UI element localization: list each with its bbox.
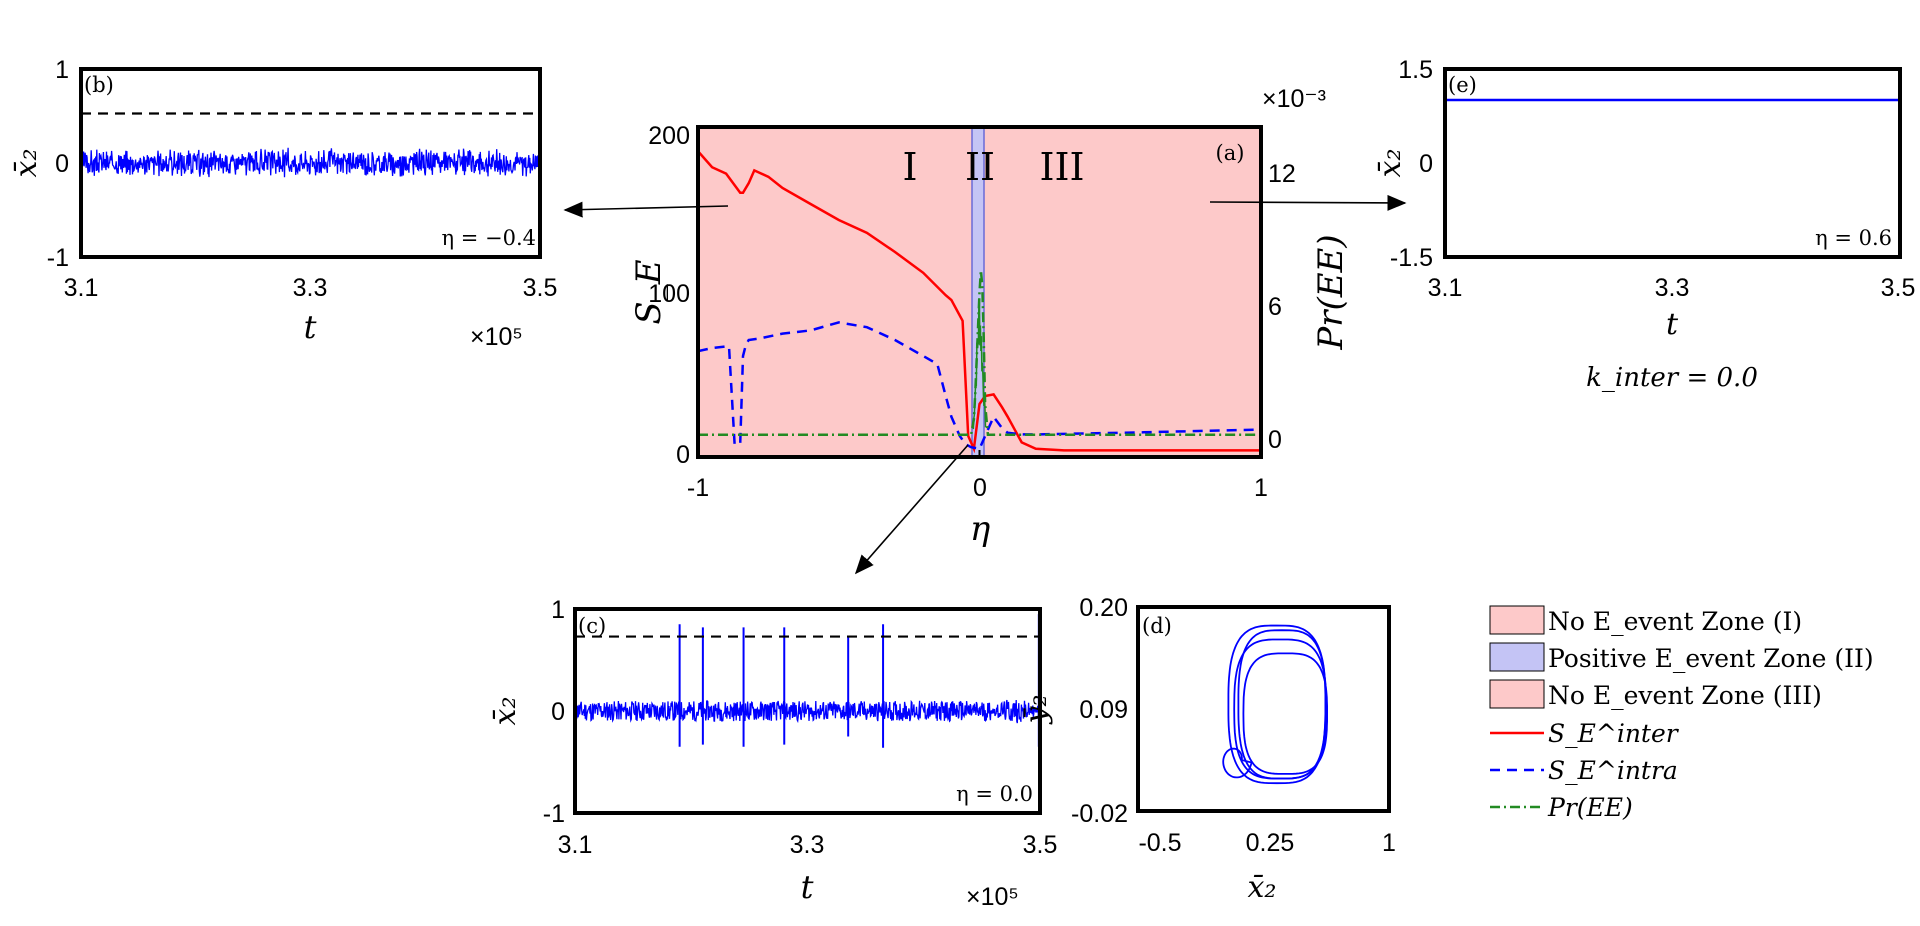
panel-d-orbit-3 [1237, 629, 1327, 780]
arrow-to-panel-e [1209, 194, 1407, 211]
panel-b-ytick-0: -1 [47, 244, 69, 272]
panel-e-ytick-0: -1.5 [1390, 244, 1433, 272]
panel-d-xtick-2: 1 [1382, 829, 1396, 857]
legend-label-inter: S_E^inter [1548, 719, 1680, 748]
panel-e-xtick-2: 3.5 [1881, 274, 1916, 302]
panel-c-eta: η = 0.0 [956, 782, 1033, 806]
arrow-to-panel-b [563, 201, 729, 218]
panel-e-caption: k_inter = 0.0 [1586, 363, 1758, 393]
panel-c-ytick-0: -1 [543, 800, 565, 828]
panel-c-label: (c) [578, 614, 606, 638]
zone-label-I: I [902, 145, 917, 189]
panel-b-ylabel: x̄₂ [9, 149, 44, 178]
legend-label-zone-III: No E_event Zone (III) [1548, 681, 1822, 710]
panel-e-ytick-2: 1.5 [1398, 56, 1433, 84]
panel-b: (b) η = −0.4 3.1 3.3 3.5 -1 0 1 t ×10⁵ x… [9, 56, 557, 351]
panel-d-orbit-2 [1242, 652, 1328, 775]
panel-d-ytick-1: 0.09 [1079, 696, 1128, 724]
panel-a: I II III (a) -1 0 1 0 100 200 0 6 12 ×10… [629, 85, 1351, 549]
panel-c-xtick-0: 3.1 [558, 831, 593, 859]
panel-a-ytick-right-2: 12 [1268, 160, 1296, 188]
panel-a-xtick-1: 0 [973, 474, 987, 502]
panel-d-xtick-1: 0.25 [1246, 829, 1295, 857]
panel-a-ylabel-right: Pr(EE) [1311, 234, 1351, 350]
panel-b-xtick-2: 3.5 [523, 274, 558, 302]
panel-e-ytick-1: 0 [1419, 150, 1433, 178]
panel-c-x-exponent: ×10⁵ [966, 883, 1019, 911]
panel-e-ylabel: x̄₂ [1373, 149, 1408, 178]
series-s-inter-line [698, 150, 1261, 454]
panel-e-axes-box [1443, 67, 1902, 259]
panel-b-x-exponent: ×10⁵ [470, 323, 523, 351]
panel-c-ytick-1: 0 [551, 698, 565, 726]
panel-b-eta: η = −0.4 [441, 226, 536, 250]
panel-a-right-exponent: ×10⁻³ [1262, 85, 1326, 113]
panel-d-ytick-0: -0.02 [1071, 800, 1128, 828]
panel-d: (d) -0.5 0.25 1 -0.02 0.09 0.20 x̄₂ ȳ₂ [1019, 594, 1396, 905]
panel-a-ytick-left-1: 100 [648, 280, 690, 308]
series-s-intra-line [698, 321, 1261, 451]
panel-b-signal-line [81, 147, 540, 178]
legend-label-zone-I: No E_event Zone (I) [1548, 607, 1802, 636]
panel-c-axes-box [573, 607, 1042, 815]
panel-b-ytick-1: 0 [55, 150, 69, 178]
panel-e: (e) η = 0.6 3.1 3.3 3.5 -1.5 0 1.5 t x̄₂… [1373, 56, 1915, 393]
panel-d-ytick-2: 0.20 [1079, 594, 1128, 622]
panel-a-label: (a) [1216, 141, 1245, 165]
panel-b-xtick-0: 3.1 [64, 274, 99, 302]
arrow-to-panel-c [854, 444, 969, 575]
panel-a-ytick-left-0: 0 [676, 441, 690, 469]
panel-d-core-region [1222, 747, 1253, 779]
zone-II-region [972, 127, 984, 457]
panel-c-xtick-2: 3.5 [1023, 831, 1058, 859]
panel-a-xtick-0: -1 [687, 474, 709, 502]
panel-d-label: (d) [1142, 614, 1172, 638]
legend-label-pr: Pr(EE) [1547, 793, 1633, 822]
panel-c: (c) η = 0.0 3.1 3.3 3.5 -1 0 1 t ×10⁵ x̄… [488, 596, 1057, 911]
panel-c-signal-line [575, 699, 1040, 724]
panel-a-axes-box [696, 125, 1263, 459]
panel-d-orbit-1 [1233, 638, 1328, 780]
panel-a-ytick-right-1: 6 [1268, 293, 1282, 321]
panel-e-label: (e) [1448, 73, 1477, 97]
panel-b-xtick-1: 3.3 [293, 274, 328, 302]
panel-a-ylabel-left: S_E [629, 259, 669, 324]
panel-c-ytick-2: 1 [551, 596, 565, 624]
legend: No E_event Zone (I) Positive E_event Zon… [1489, 605, 1874, 822]
zone-label-III: III [1039, 145, 1084, 189]
panel-b-xlabel: t [304, 308, 317, 346]
panel-e-xtick-1: 3.3 [1655, 274, 1690, 302]
panel-a-xtick-2: 1 [1254, 474, 1268, 502]
panel-d-xtick-0: -0.5 [1138, 829, 1181, 857]
legend-swatch-zone-I [1489, 605, 1545, 635]
panel-a-ytick-right-0: 0 [1268, 426, 1282, 454]
zone-label-II: II [965, 145, 995, 189]
panel-c-ylabel: x̄₂ [488, 697, 523, 726]
legend-swatch-zone-III [1489, 679, 1545, 709]
panel-a-xlabel: η [970, 509, 991, 549]
legend-label-zone-II: Positive E_event Zone (II) [1548, 644, 1874, 673]
panel-c-xtick-1: 3.3 [790, 831, 825, 859]
legend-swatch-zone-II [1489, 642, 1545, 672]
panel-b-ytick-2: 1 [55, 56, 69, 84]
legend-label-intra: S_E^intra [1548, 756, 1678, 785]
panel-b-axes-box [79, 67, 542, 259]
panel-e-eta: η = 0.6 [1815, 226, 1892, 250]
panel-e-xlabel: t [1666, 307, 1679, 342]
panel-d-xlabel: x̄₂ [1248, 870, 1277, 905]
panel-a-ytick-left-2: 200 [648, 122, 690, 150]
pr-ee-spike-detail [972, 298, 987, 430]
panel-d-axes-box [1136, 605, 1391, 813]
panel-e-xtick-0: 3.1 [1428, 274, 1463, 302]
panel-d-orbit-0 [1227, 624, 1327, 785]
panel-b-label: (b) [84, 73, 114, 97]
panel-d-ylabel: ȳ₂ [1019, 695, 1054, 726]
panel-c-xlabel: t [801, 868, 814, 906]
